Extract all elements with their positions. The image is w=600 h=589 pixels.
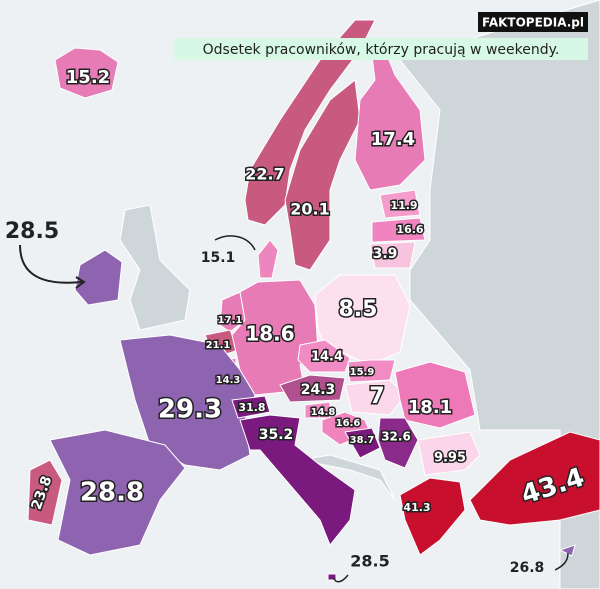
value-label: 3.9 xyxy=(373,246,398,262)
value-label: 21.1 xyxy=(206,340,231,351)
region xyxy=(417,431,481,476)
region xyxy=(469,431,600,526)
value-label: 18.6 xyxy=(245,322,294,346)
region xyxy=(314,274,411,366)
arrow xyxy=(333,574,349,583)
arrow xyxy=(554,552,569,571)
region xyxy=(257,239,279,279)
value-label: 17.1 xyxy=(218,315,243,326)
region xyxy=(377,417,419,469)
value-label: 20.1 xyxy=(290,200,329,219)
value-label: 28.8 xyxy=(80,478,144,508)
region xyxy=(244,19,376,226)
value-label: 26.8 xyxy=(510,560,545,576)
non-eu-land xyxy=(119,204,191,331)
value-label: 14.3 xyxy=(216,375,241,386)
caption: Odsetek pracowników, którzy pracują w we… xyxy=(203,42,560,58)
watermark-box xyxy=(478,12,588,32)
value-label: 15.2 xyxy=(66,67,110,88)
value-label: 28.5 xyxy=(5,219,59,244)
value-label: 28.5 xyxy=(350,552,389,571)
region xyxy=(49,429,186,556)
value-label: 32.6 xyxy=(381,430,411,444)
region xyxy=(239,414,356,546)
region xyxy=(74,249,123,306)
value-label: 14.8 xyxy=(311,407,336,418)
value-label: 15.9 xyxy=(350,367,375,378)
value-label: 41.3 xyxy=(403,501,430,514)
region xyxy=(54,47,119,99)
value-label: 7 xyxy=(369,384,384,409)
region xyxy=(231,395,271,419)
value-label: 29.3 xyxy=(158,395,222,425)
region xyxy=(344,427,381,459)
region xyxy=(371,217,426,243)
value-label: 14.4 xyxy=(311,350,343,365)
region xyxy=(284,79,361,271)
arrow-head xyxy=(75,276,86,289)
value-label: 35.2 xyxy=(259,427,294,443)
value-label: 24.3 xyxy=(301,382,336,398)
region xyxy=(219,291,246,333)
caption-box xyxy=(174,38,588,60)
value-label: 31.8 xyxy=(238,401,265,414)
value-label: 22.7 xyxy=(245,165,284,184)
value-label: 8.5 xyxy=(339,297,378,322)
value-label: 16.6 xyxy=(336,418,361,429)
region xyxy=(369,241,416,269)
value-label: 38.7 xyxy=(350,435,375,446)
watermark: FAKTOPEDIA.pl xyxy=(482,16,584,30)
non-eu-land xyxy=(399,0,600,589)
region xyxy=(279,374,346,403)
value-label: 16.6 xyxy=(396,223,423,236)
region xyxy=(394,361,476,429)
region xyxy=(344,379,406,416)
value-label: 15.1 xyxy=(201,250,236,266)
arrow xyxy=(19,244,83,284)
value-label: 17.4 xyxy=(371,129,415,150)
region xyxy=(347,359,396,383)
value-label: 18.1 xyxy=(408,397,452,418)
region xyxy=(399,477,466,556)
region xyxy=(27,459,63,526)
arrow xyxy=(214,235,256,251)
region xyxy=(379,189,421,219)
region xyxy=(297,339,351,373)
value-label: 9.95 xyxy=(434,451,466,466)
region xyxy=(558,544,576,557)
value-label: 11.9 xyxy=(390,199,417,212)
